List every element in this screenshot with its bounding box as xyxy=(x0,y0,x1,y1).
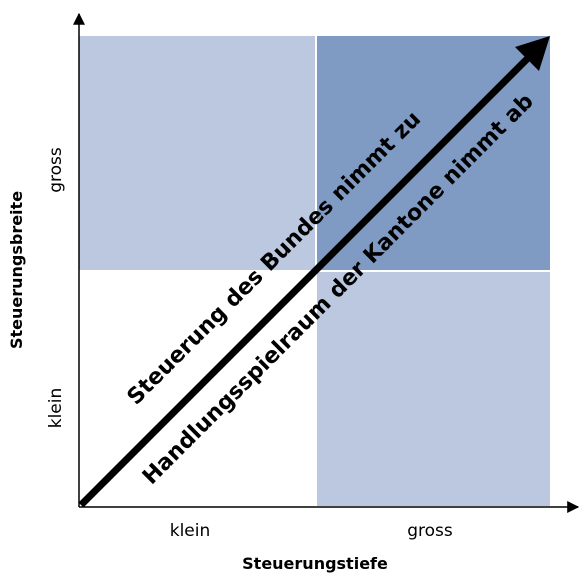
x-label-high: gross xyxy=(407,521,453,541)
y-label-high: gross xyxy=(46,147,66,193)
diagonal-arrow-head xyxy=(515,36,550,71)
quadrant-bottom-right xyxy=(317,272,550,506)
x-label-low: klein xyxy=(170,521,211,541)
quadrant-top-left xyxy=(79,36,315,270)
y-label-low: klein xyxy=(46,388,66,429)
x-axis-title: Steuerungstiefe xyxy=(242,554,388,573)
y-axis-title: Steuerungsbreite xyxy=(7,191,26,349)
diagonal-arrow-shaft xyxy=(78,53,533,508)
